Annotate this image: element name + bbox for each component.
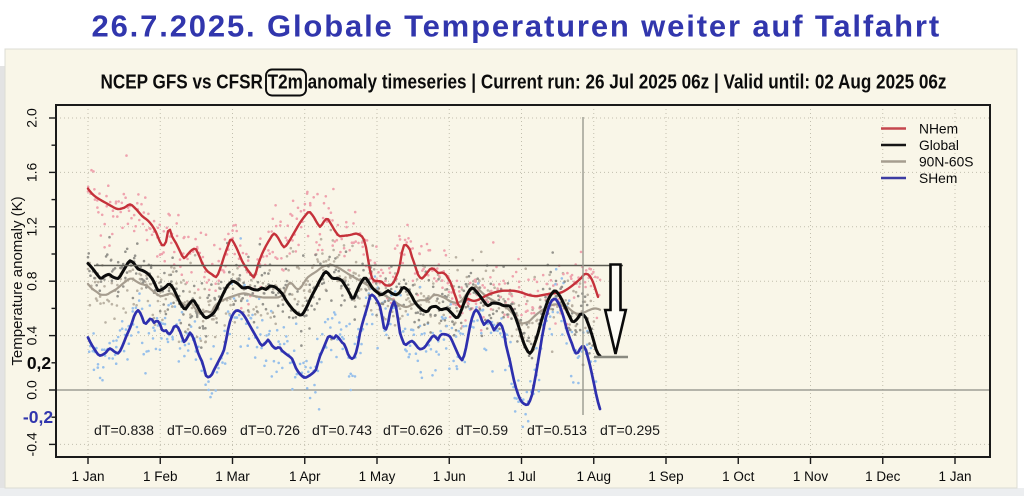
svg-text:NCEP GFS vs CFSR T2m anomaly t: NCEP GFS vs CFSR T2m anomaly timeseries … — [101, 71, 947, 94]
svg-text:dT=0.59: dT=0.59 — [456, 422, 508, 438]
svg-text:dT=0.669: dT=0.669 — [167, 422, 227, 438]
svg-text:dT=0.743: dT=0.743 — [312, 422, 372, 438]
svg-text:1 Sep: 1 Sep — [648, 469, 683, 484]
svg-text:NHem: NHem — [919, 122, 958, 137]
svg-text:1 Dec: 1 Dec — [865, 469, 901, 484]
svg-text:dT=0.838: dT=0.838 — [94, 422, 154, 438]
svg-text:1 Oct: 1 Oct — [722, 469, 755, 484]
svg-text:1 May: 1 May — [359, 469, 396, 484]
svg-text:dT=0.726: dT=0.726 — [240, 422, 300, 438]
svg-text:2.0: 2.0 — [24, 108, 40, 128]
svg-text:0.8: 0.8 — [24, 271, 40, 291]
svg-text:SHem: SHem — [919, 171, 957, 186]
svg-text:1 Mar: 1 Mar — [215, 469, 250, 484]
svg-text:dT=0.295: dT=0.295 — [600, 422, 660, 438]
svg-text:-0.4: -0.4 — [24, 432, 40, 456]
svg-text:1 Jan: 1 Jan — [938, 469, 971, 484]
svg-text:1 Feb: 1 Feb — [143, 469, 178, 484]
svg-text:1 Nov: 1 Nov — [793, 469, 829, 484]
svg-text:-0,2: -0,2 — [23, 407, 53, 427]
svg-text:Global: Global — [919, 138, 959, 153]
svg-text:0.4: 0.4 — [24, 326, 40, 346]
svg-text:90N-60S: 90N-60S — [919, 155, 973, 170]
svg-text:1 Apr: 1 Apr — [289, 469, 321, 484]
svg-text:1 Jun: 1 Jun — [433, 469, 466, 484]
svg-text:Temperature anomaly (K): Temperature anomaly (K) — [9, 196, 26, 365]
svg-text:dT=0.626: dT=0.626 — [383, 422, 443, 438]
svg-text:1 Jul: 1 Jul — [507, 469, 536, 484]
svg-text:1.6: 1.6 — [24, 162, 40, 182]
svg-text:0.0: 0.0 — [24, 380, 40, 400]
svg-text:dT=0.513: dT=0.513 — [527, 422, 587, 438]
svg-text:1 Aug: 1 Aug — [576, 469, 611, 484]
svg-text:26.7.2025. Globale Temperature: 26.7.2025. Globale Temperaturen weiter a… — [92, 9, 942, 44]
svg-text:0,2: 0,2 — [27, 353, 52, 373]
svg-text:1.2: 1.2 — [24, 217, 40, 237]
svg-text:1 Jan: 1 Jan — [71, 469, 104, 484]
